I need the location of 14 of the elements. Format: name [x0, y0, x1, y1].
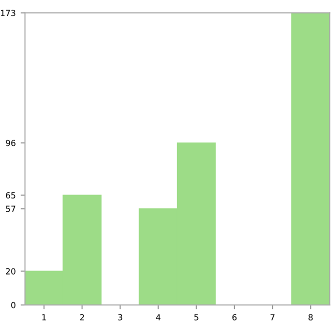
y-tick-label: 20 [6, 268, 16, 274]
x-tick-label: 5 [194, 314, 198, 320]
x-tick-label: 7 [270, 314, 274, 320]
y-tick-label: 57 [6, 206, 16, 212]
x-tick-label: 3 [118, 314, 122, 320]
x-tick-label: 4 [156, 314, 160, 320]
x-tick-label: 8 [308, 314, 313, 320]
y-tick-label: 173 [0, 10, 16, 16]
x-tick-label: 2 [80, 314, 84, 320]
x-tick-label: 6 [232, 314, 237, 320]
x-tick-label: 1 [42, 314, 46, 320]
y-tick-label: 65 [6, 192, 16, 198]
y-tick-label: 96 [6, 140, 16, 146]
y-tick-label: 0 [11, 302, 16, 308]
